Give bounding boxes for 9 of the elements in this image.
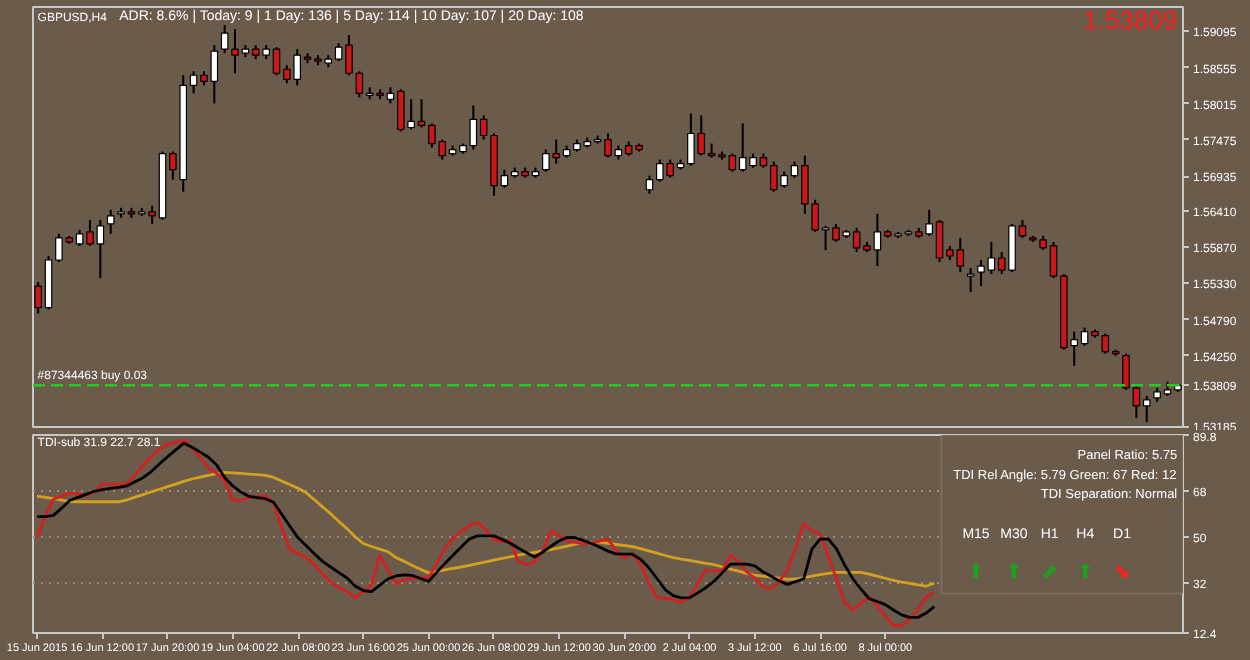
annotation: 1.53809 (1083, 5, 1178, 36)
annotation: ⬈ (1041, 561, 1058, 584)
line-series (35, 470, 936, 588)
candlestick (966, 267, 975, 294)
annotation: ⬆ (967, 561, 985, 584)
annotation: ⬆ (1076, 561, 1094, 584)
candlestick (106, 208, 115, 235)
annotation: ⬆ (1005, 561, 1023, 584)
annotation: ⬊ (1113, 561, 1131, 584)
